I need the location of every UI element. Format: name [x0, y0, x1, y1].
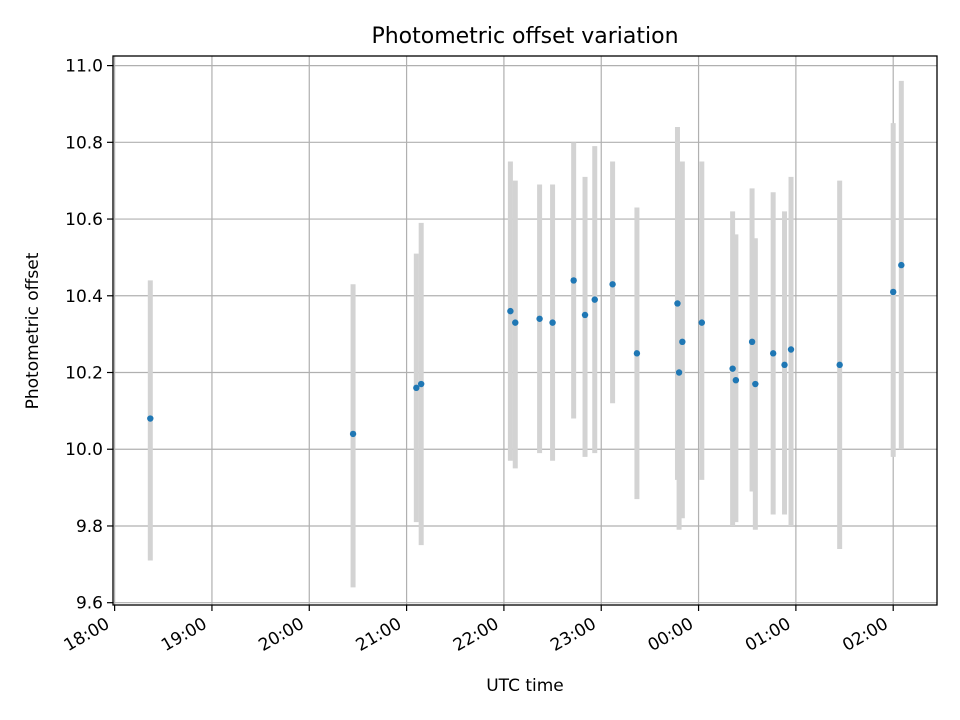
- x-tick-label: 19:00: [158, 614, 210, 656]
- plot-frame: [112, 55, 938, 606]
- data-point: [890, 288, 897, 296]
- y-tick-label: 10.6: [65, 210, 103, 230]
- data-point: [570, 277, 577, 284]
- tick-layer: 18:00 19:00 20:00 21:00 22:00 23:00 00:00 01:00…: [61, 57, 894, 656]
- y-axis-label: Photometric offset: [23, 252, 43, 409]
- data-point: [674, 300, 681, 307]
- x-tick-label: 21:00: [353, 614, 405, 656]
- y-tick-label: 11.0: [65, 57, 103, 77]
- data-point: [781, 361, 788, 369]
- x-axis-label: UTC time: [486, 676, 564, 696]
- y-tick-label: 9.6: [76, 594, 103, 614]
- y-tick-label: 10.8: [65, 133, 103, 153]
- grid-layer: [113, 56, 937, 605]
- data-point: [787, 346, 795, 353]
- y-tick-label: 10.4: [65, 287, 103, 307]
- errorbar-layer: [147, 80, 904, 588]
- x-tick-label: 23:00: [547, 614, 599, 656]
- x-tick-label: 18:00: [61, 614, 113, 656]
- data-point: [349, 430, 357, 438]
- data-point: [549, 319, 556, 326]
- data-point: [752, 380, 759, 388]
- chart-title: Photometric offset variation: [371, 24, 678, 49]
- data-point: [748, 338, 756, 346]
- data-point: [591, 296, 598, 303]
- data-point: [729, 365, 736, 372]
- data-point: [633, 350, 641, 357]
- point-layer: [147, 261, 905, 438]
- data-point: [675, 369, 683, 376]
- data-point: [732, 376, 740, 384]
- data-point: [698, 319, 706, 326]
- y-tick-label: 10.0: [65, 440, 103, 460]
- data-point: [507, 307, 514, 315]
- data-point: [836, 361, 843, 369]
- x-tick-label: 01:00: [742, 614, 794, 656]
- data-point: [581, 311, 589, 319]
- data-point: [147, 415, 154, 422]
- x-tick-label: 00:00: [645, 614, 697, 656]
- data-point: [679, 338, 686, 346]
- x-tick-label: 22:00: [450, 614, 502, 656]
- x-tick-label: 20:00: [255, 614, 307, 656]
- data-point: [769, 350, 777, 357]
- data-point: [536, 315, 543, 322]
- x-tick-label: 02:00: [839, 614, 891, 656]
- data-point: [417, 380, 425, 388]
- data-point: [512, 319, 519, 326]
- y-tick-label: 9.8: [76, 517, 103, 537]
- data-point: [413, 384, 420, 392]
- data-point: [609, 281, 616, 288]
- data-point: [898, 261, 905, 269]
- y-tick-label: 10.2: [65, 364, 103, 384]
